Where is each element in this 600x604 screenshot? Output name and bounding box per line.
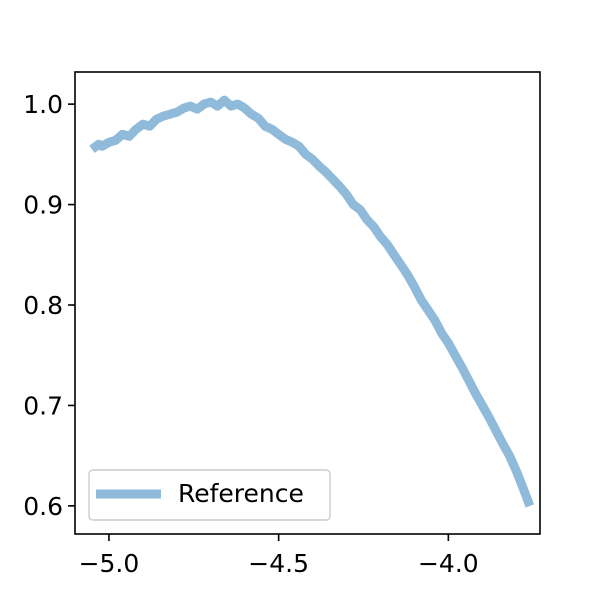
legend-label-reference: Reference — [178, 479, 304, 508]
x-axis-ticks: −5.0 −4.5 −4.0 — [79, 534, 479, 578]
y-tick-label: 0.8 — [23, 291, 63, 320]
y-tick-label: 0.7 — [23, 391, 63, 420]
legend-box — [88, 469, 331, 521]
axes-frame — [74, 71, 541, 535]
y-tick-label: 0.6 — [23, 492, 63, 521]
legend: Reference — [88, 469, 331, 521]
y-tick-label: 1.0 — [23, 90, 63, 119]
x-tick-label: −4.5 — [248, 549, 309, 578]
y-axis-ticks: 0.6 0.7 0.8 0.9 1.0 — [23, 90, 75, 521]
series-line-0 — [89, 95, 535, 508]
x-tick-label: −4.0 — [418, 549, 479, 578]
y-tick-label: 0.9 — [23, 191, 63, 220]
x-tick-label: −5.0 — [79, 549, 140, 578]
plot-area — [89, 95, 535, 508]
